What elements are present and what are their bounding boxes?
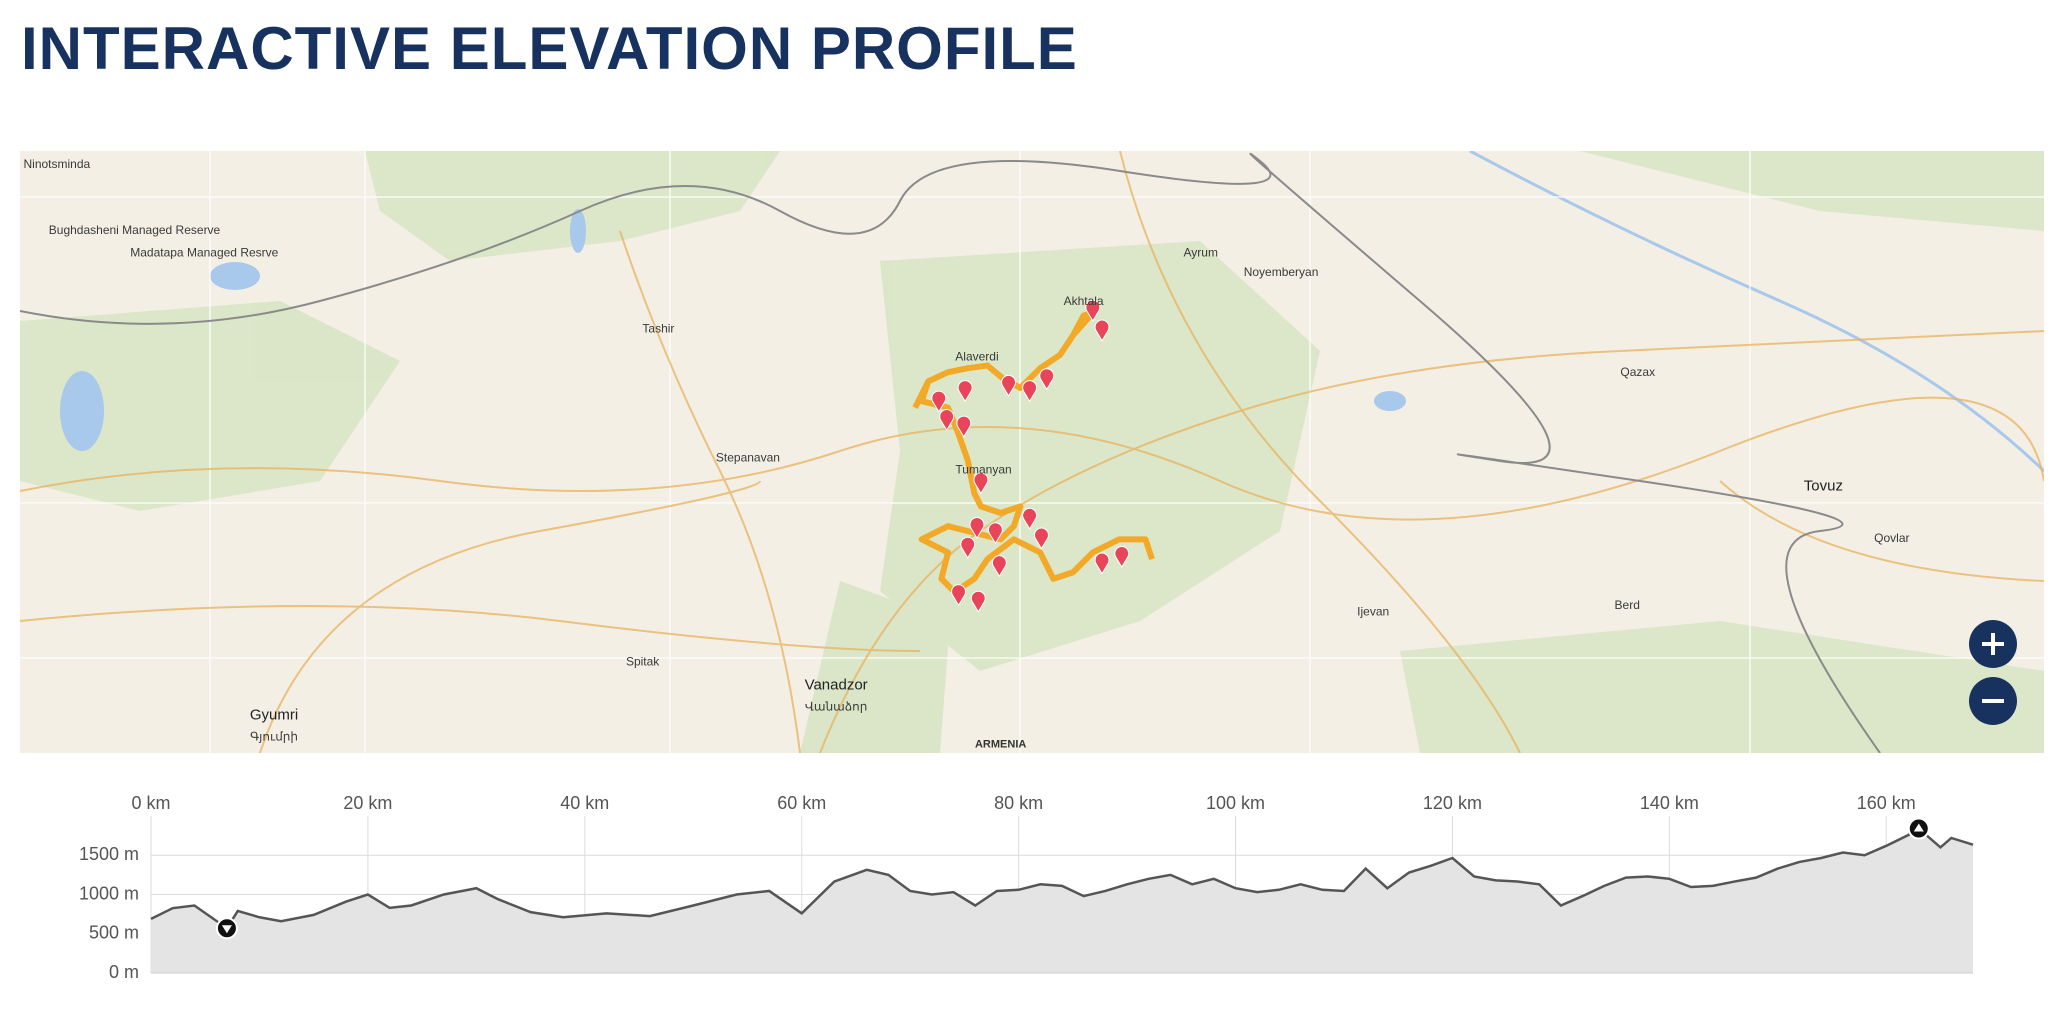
map-pin — [1022, 507, 1038, 530]
page-title: INTERACTIVE ELEVATION PROFILE — [21, 15, 1078, 82]
map-tile-grid — [20, 151, 2044, 753]
x-tick-label: 0 km — [131, 793, 170, 813]
map-roads — [20, 151, 2044, 753]
route-pins — [931, 299, 1130, 613]
zoom-in-button[interactable] — [1969, 620, 2017, 668]
map-pin — [931, 390, 947, 413]
map-label: Ayrum — [1184, 245, 1218, 259]
x-tick-label: 20 km — [343, 793, 392, 813]
elevation-area — [151, 828, 1973, 973]
x-tick-label: 40 km — [560, 793, 609, 813]
y-tick-label: 500 m — [89, 923, 139, 943]
icon — [1991, 633, 1995, 655]
map-label: Ijevan — [1357, 605, 1389, 619]
x-tick-label: 140 km — [1640, 793, 1699, 813]
map-label: Gyumri — [250, 707, 298, 724]
map-pin — [1094, 552, 1110, 575]
map-pin — [1085, 299, 1101, 322]
map-label: Qazax — [1620, 365, 1655, 379]
x-tick-label: 80 km — [994, 793, 1043, 813]
map-pin — [939, 409, 955, 432]
icon — [1982, 699, 2004, 703]
map-label: Ninotsminda — [24, 157, 91, 171]
zoom-out-button[interactable] — [1969, 677, 2017, 725]
map-pin — [951, 584, 967, 607]
elevation-line — [150, 827, 1974, 931]
marker-arrow — [1913, 823, 1924, 832]
map-label: Tumanyan — [955, 463, 1011, 477]
map-label: Գյումրի — [250, 730, 298, 744]
map-label: Qovlar — [1874, 531, 1909, 545]
map-label: ARMENIA — [975, 738, 1026, 750]
map[interactable]: Gyumri Գյումրի Vanadzor Վանաձոր Tovuz Qazax Al… — [20, 151, 2044, 753]
map-pin — [1094, 319, 1110, 342]
map-pin — [969, 517, 985, 540]
elevation-chart: 0 m 500 m 1000 m 1500 m 0 km 20 km 40 km 60 km 8… — [79, 793, 1974, 982]
marker-arrow — [221, 925, 232, 934]
map-label: Bughdasheni Managed Reserve — [49, 223, 221, 237]
map-label: Vanadzor — [805, 676, 868, 693]
y-tick-label: 1500 m — [79, 844, 139, 864]
map-pin — [1022, 380, 1038, 403]
x-tick-label: 160 km — [1857, 793, 1916, 813]
route — [912, 309, 1155, 595]
map-pin — [970, 590, 986, 613]
map-pin — [973, 472, 989, 495]
map-pin — [1033, 527, 1049, 550]
map-label: Berd — [1615, 598, 1640, 612]
map-label: Spitak — [626, 655, 660, 669]
map-label: Tovuz — [1804, 478, 1843, 495]
map-pin — [1114, 545, 1130, 569]
map-pin — [960, 536, 976, 559]
map-water — [60, 151, 2044, 473]
y-tick-label: 1000 m — [79, 883, 139, 903]
map-label: Madatapa Managed Resrve — [130, 245, 278, 259]
map-pin — [956, 415, 972, 438]
x-tick-label: 100 km — [1206, 793, 1265, 813]
map-labels: Gyumri Գյումրի Vanadzor Վանաձոր Tovuz Qazax Al… — [24, 157, 1910, 750]
map-label: Noyemberyan — [1244, 265, 1319, 279]
map-label: Akhtala — [1064, 294, 1104, 308]
map-pin — [1001, 374, 1017, 397]
map-pin — [991, 555, 1007, 578]
y-tick-label: 0 m — [109, 962, 139, 982]
x-tick-label: 60 km — [777, 793, 826, 813]
x-tick-label: 120 km — [1423, 793, 1482, 813]
map-pin — [957, 380, 973, 403]
map-label: Alaverdi — [955, 349, 998, 363]
map-pin — [987, 522, 1003, 545]
map-label: Վանաձոր — [805, 699, 868, 713]
map-label: Tashir — [642, 322, 674, 336]
map-pin — [1039, 368, 1055, 391]
map-label: Stepanavan — [716, 451, 780, 465]
max-marker — [1907, 817, 1930, 840]
min-marker — [215, 917, 238, 940]
map-border — [20, 152, 1881, 753]
